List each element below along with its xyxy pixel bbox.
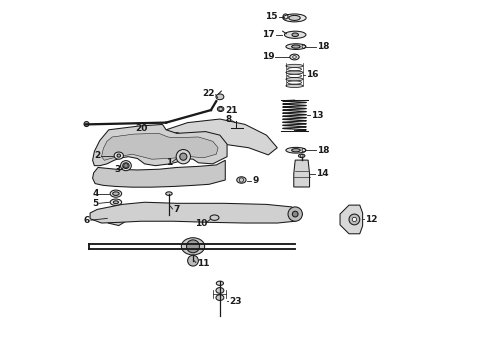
Polygon shape: [101, 134, 218, 160]
Ellipse shape: [286, 44, 306, 49]
Ellipse shape: [181, 238, 205, 255]
Ellipse shape: [216, 295, 224, 301]
Circle shape: [187, 240, 199, 253]
Circle shape: [293, 211, 298, 217]
Ellipse shape: [292, 33, 298, 37]
Polygon shape: [93, 160, 225, 187]
Ellipse shape: [121, 161, 131, 171]
Text: 23: 23: [229, 297, 242, 306]
Text: 14: 14: [316, 169, 329, 178]
Ellipse shape: [290, 54, 299, 60]
Polygon shape: [340, 205, 363, 234]
Polygon shape: [163, 119, 277, 155]
Ellipse shape: [117, 154, 121, 157]
Ellipse shape: [286, 64, 303, 67]
Ellipse shape: [216, 281, 223, 285]
Ellipse shape: [286, 147, 306, 153]
Text: 11: 11: [196, 259, 209, 268]
Ellipse shape: [218, 107, 224, 112]
Text: 16: 16: [306, 71, 318, 80]
Text: 18: 18: [317, 42, 329, 51]
Ellipse shape: [216, 94, 224, 100]
Ellipse shape: [166, 192, 172, 195]
Ellipse shape: [298, 154, 305, 158]
Polygon shape: [294, 160, 310, 187]
Polygon shape: [90, 202, 302, 223]
Circle shape: [226, 128, 235, 136]
Circle shape: [352, 217, 357, 222]
Polygon shape: [108, 208, 129, 226]
Circle shape: [349, 214, 360, 225]
Ellipse shape: [286, 78, 303, 81]
Circle shape: [172, 133, 181, 141]
Ellipse shape: [283, 14, 306, 22]
Ellipse shape: [122, 163, 129, 168]
Circle shape: [180, 153, 187, 160]
Text: 10: 10: [195, 219, 207, 228]
Ellipse shape: [110, 199, 122, 206]
Text: 21: 21: [225, 106, 238, 115]
Ellipse shape: [292, 45, 300, 48]
Circle shape: [124, 163, 128, 168]
Text: 8: 8: [225, 115, 231, 124]
Text: 9: 9: [252, 176, 259, 185]
Ellipse shape: [237, 177, 246, 183]
Circle shape: [288, 207, 302, 221]
Text: 20: 20: [135, 124, 147, 133]
Ellipse shape: [286, 84, 303, 87]
Text: 2: 2: [94, 151, 100, 160]
Text: 3: 3: [115, 166, 121, 175]
Text: 15: 15: [265, 12, 278, 21]
Circle shape: [188, 255, 198, 266]
Ellipse shape: [113, 192, 119, 195]
Circle shape: [239, 128, 247, 136]
Text: 19: 19: [262, 53, 274, 62]
Text: 7: 7: [173, 205, 180, 214]
Ellipse shape: [292, 149, 300, 152]
Polygon shape: [93, 125, 227, 166]
Ellipse shape: [210, 215, 219, 220]
Circle shape: [176, 149, 191, 164]
Circle shape: [84, 122, 89, 127]
Text: 22: 22: [202, 89, 215, 98]
Text: 5: 5: [93, 199, 98, 208]
Text: 17: 17: [263, 30, 275, 39]
Text: 12: 12: [365, 215, 378, 224]
Text: 4: 4: [92, 189, 98, 198]
Ellipse shape: [110, 190, 122, 197]
Ellipse shape: [113, 201, 119, 204]
Text: 6: 6: [84, 216, 90, 225]
Ellipse shape: [216, 288, 224, 293]
Ellipse shape: [286, 71, 303, 74]
Text: 13: 13: [311, 111, 323, 120]
Text: 1: 1: [166, 158, 172, 167]
Ellipse shape: [114, 152, 123, 159]
Ellipse shape: [289, 15, 300, 21]
Text: 18: 18: [317, 146, 329, 155]
Ellipse shape: [285, 31, 306, 39]
